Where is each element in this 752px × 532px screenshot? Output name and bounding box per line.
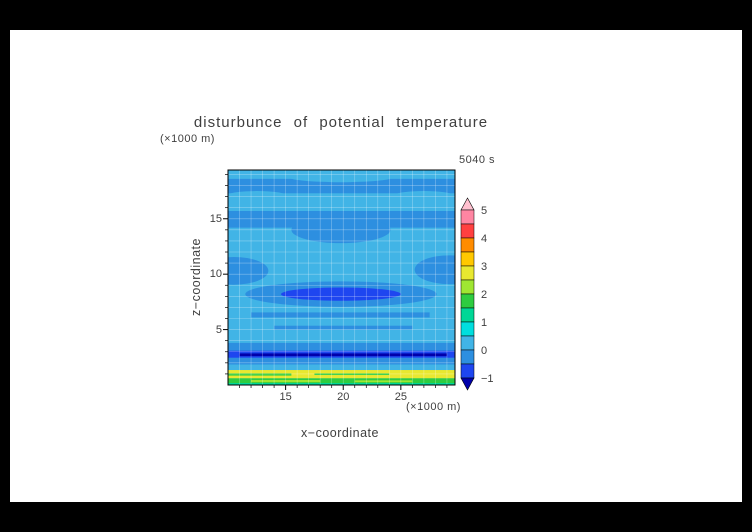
colorbar-segment [460,251,475,267]
colorbar: 5 4 3 2 1 0 −1 [460,197,494,391]
contour-band [274,325,413,330]
colorbar-tick-label: 3 [481,261,487,273]
contour-band [239,353,447,357]
colorbar-segment [460,293,475,309]
contour-band [314,373,390,376]
contour-band [228,178,455,194]
colorbar-bottom-cap [460,377,475,391]
contour-blob [395,191,453,199]
colorbar-tick-label: 1 [481,317,487,329]
contour-band [228,383,455,385]
contour-band [228,373,292,376]
x-axis-tick-label: 25 [394,391,407,403]
x-axis-label: x−coordinate [301,426,379,440]
colorbar-segment [460,321,475,337]
contour-blob [228,191,286,199]
colorbar-segment [460,265,475,281]
x-axis-tick-label: 20 [337,391,350,403]
colorbar-top-cap [460,197,475,211]
contour-plot [223,169,456,390]
contour-band [228,378,455,385]
contour-blob [228,257,269,285]
plot-frame [227,169,456,386]
colorbar-segment [460,307,475,323]
colorbar-segment [460,335,475,351]
chart-title: disturbunce of potential temperature [193,114,489,131]
time-stamp-label: 5040 s [459,154,496,166]
colorbar-tick-label: 4 [481,233,487,245]
y-axis-tick-label: 10 [209,268,222,281]
y-axis-unit-label: (×1000 m) [160,133,215,145]
y-axis-tick-label: 5 [215,323,222,336]
x-axis-unit-label: (×1000 m) [406,401,461,413]
contour-band [251,312,430,318]
contour-band [228,357,455,365]
colorbar-segment [460,279,475,295]
colorbar-segment [460,349,475,365]
contour-band [251,380,321,383]
colorbar-segment [460,363,475,379]
colorbar-tick-label: 0 [481,345,487,357]
contour-band [354,380,413,383]
colorbar-tick-label: 5 [481,205,487,217]
contour-blob [414,255,455,285]
colorbar-segment [460,223,475,239]
colorbar-segment [460,209,475,225]
colorbar-tick-label: −1 [481,373,494,385]
colorbar-segment [460,237,475,253]
contour-blob [289,172,393,183]
y-axis-tick-label: 15 [209,212,222,225]
contour-band [228,342,455,351]
plot-canvas: disturbunce of potential temperature (×1… [10,30,742,502]
x-axis-tick-label: 15 [279,391,292,403]
contour-blob [291,216,391,244]
contour-blob [281,287,401,301]
colorbar-tick-label: 2 [481,289,487,301]
